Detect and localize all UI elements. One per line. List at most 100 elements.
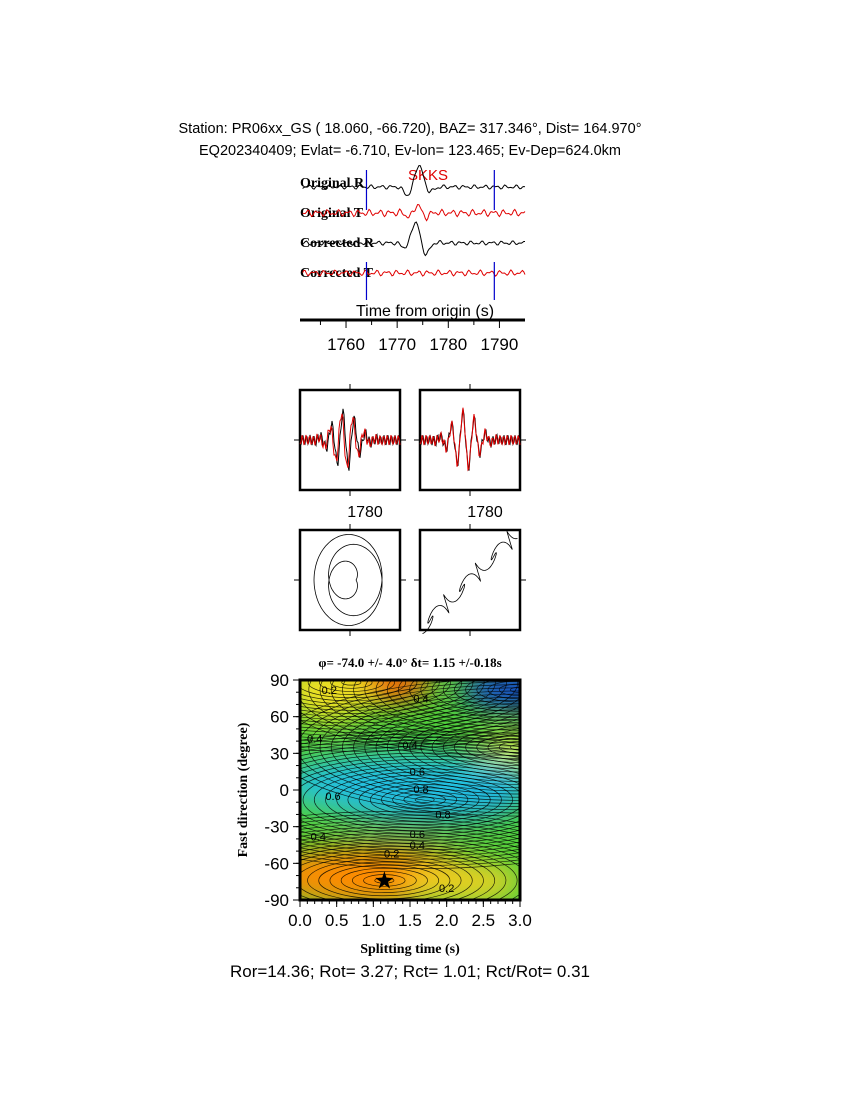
contour-line xyxy=(300,755,520,844)
contour-line xyxy=(300,827,520,844)
contour-line xyxy=(381,787,469,813)
y-axis-label: Fast direction (degree) xyxy=(236,722,251,857)
phase-label: SKKS xyxy=(408,167,448,184)
contour-line xyxy=(319,680,520,747)
seismogram-trace xyxy=(302,221,525,257)
contour-line xyxy=(300,830,520,849)
energy-ratios: Ror=14.36; Rot= 3.27; Rct= 1.01; Rct/Rot… xyxy=(229,962,591,981)
waveform-trace xyxy=(419,407,521,472)
event-info: EQ202340409; Evlat= -6.710, Ev-lon= 123.… xyxy=(199,143,621,159)
contour-line xyxy=(300,736,520,863)
contour-line xyxy=(300,762,520,838)
particle-motion xyxy=(422,530,518,634)
heatmap-region xyxy=(300,753,520,814)
contour-label: 0.4 xyxy=(413,693,428,705)
contour-line xyxy=(375,680,520,731)
contour-line xyxy=(341,680,362,686)
contour-line xyxy=(353,680,520,737)
contour-line xyxy=(431,722,520,773)
contour-line xyxy=(386,709,520,785)
tick-label: 1760 xyxy=(327,335,365,354)
contour-label: 0.2 xyxy=(384,849,399,861)
contour-line xyxy=(318,680,384,692)
trace-label: Original R xyxy=(300,176,365,191)
tick-label: 1780 xyxy=(467,504,503,521)
contour-line xyxy=(487,680,520,700)
contour-line xyxy=(300,842,518,900)
x-axis-label: Splitting time (s) xyxy=(360,942,460,957)
contour-line xyxy=(300,855,473,900)
contour-line xyxy=(300,852,484,900)
waveform-trace xyxy=(299,408,401,471)
contour-line xyxy=(465,731,520,763)
seismogram-trace xyxy=(302,269,526,277)
contour-label: 0.6 xyxy=(325,791,340,803)
contour-line xyxy=(409,680,520,722)
tick-label: 1.5 xyxy=(398,911,422,930)
contour-line xyxy=(307,680,395,695)
contour-label: 0.8 xyxy=(413,784,428,796)
x-axis-label: Time from origin (s) xyxy=(356,303,494,320)
seismogram-trace xyxy=(302,165,526,196)
contour-line xyxy=(351,871,417,890)
contour-line xyxy=(300,845,507,900)
plot-frame xyxy=(298,528,402,632)
seismogram-panel: Original R Original T Corrected R Correc… xyxy=(300,165,526,354)
tick-label: 1780 xyxy=(347,504,383,521)
contour-line xyxy=(498,741,520,754)
contour-line xyxy=(330,680,520,744)
contour-label: 0.4 xyxy=(410,840,425,852)
contour-line xyxy=(300,680,496,724)
contour-line xyxy=(300,680,519,730)
tick-label: -30 xyxy=(264,818,289,837)
tick-label: 0.0 xyxy=(288,911,312,930)
tick-label: -90 xyxy=(264,891,289,910)
contour-line xyxy=(325,771,520,829)
contour-label: 0.2 xyxy=(322,685,337,697)
contour-line xyxy=(300,743,520,857)
contour-line xyxy=(300,758,520,841)
tick-label: 1770 xyxy=(378,335,416,354)
contour-line xyxy=(300,820,520,836)
contour-line xyxy=(329,864,440,897)
contour-line xyxy=(442,725,520,770)
tick-label: 1790 xyxy=(481,335,519,354)
tick-label: 2.0 xyxy=(435,911,459,930)
contour-line xyxy=(300,680,451,711)
contour-line xyxy=(300,833,520,854)
contour-line xyxy=(300,836,520,860)
contour-label: 0.4 xyxy=(311,831,326,843)
contour-line xyxy=(300,680,429,705)
contour-line xyxy=(300,740,520,860)
contour-line xyxy=(300,712,520,740)
tick-label: 2.5 xyxy=(472,911,496,930)
contour-line xyxy=(300,680,440,708)
tick-label: 0.5 xyxy=(325,911,349,930)
contour-line xyxy=(409,715,520,779)
station-info: Station: PR06xx_GS ( 18.060, -66.720), B… xyxy=(178,121,642,137)
contour-line xyxy=(300,814,520,828)
splitting-result-title: φ= -74.0 +/- 4.0° δt= 1.15 +/-0.18s xyxy=(318,655,501,670)
contour-line xyxy=(302,765,520,835)
contour-line xyxy=(300,680,407,699)
tick-label: 1.0 xyxy=(362,911,386,930)
contour-line xyxy=(363,874,406,887)
plot-frame xyxy=(418,528,522,632)
tick-label: 1780 xyxy=(429,335,467,354)
contour-line xyxy=(340,867,428,893)
contour-line xyxy=(487,737,520,757)
contour-line xyxy=(392,790,458,810)
waveform-boxes xyxy=(294,384,526,636)
contour-line xyxy=(300,680,507,727)
contour-line xyxy=(498,683,520,696)
contour-line xyxy=(300,733,520,866)
seismogram-trace xyxy=(302,203,526,222)
contour-line xyxy=(300,717,520,743)
contour-line xyxy=(300,727,520,749)
contour-line xyxy=(336,774,514,825)
contour-line xyxy=(300,752,520,847)
contour-label: 0.6 xyxy=(410,829,425,841)
contour-line xyxy=(300,722,520,746)
